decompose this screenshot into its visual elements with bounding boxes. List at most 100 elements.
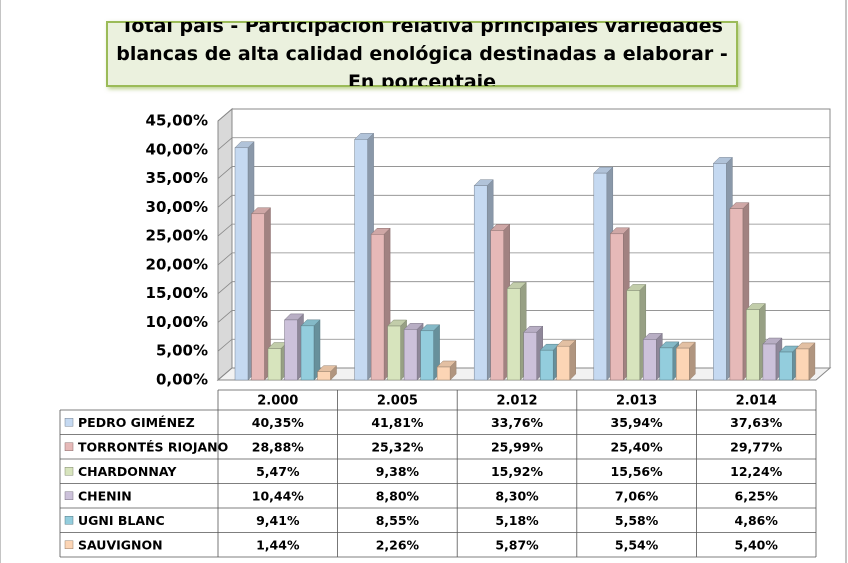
bar-front [300, 325, 315, 381]
value-label: 37,63% [730, 415, 783, 430]
legend-swatch [64, 540, 74, 549]
value-label: 15,56% [611, 464, 664, 479]
value-label: 10,44% [252, 488, 305, 503]
bar [778, 345, 800, 381]
bar-front [251, 213, 265, 381]
grid-line [217, 166, 830, 179]
grid-line [217, 223, 830, 237]
bar-front [370, 234, 385, 381]
grid-line [217, 281, 830, 294]
bar-front [387, 325, 401, 381]
value-label: 25,99% [491, 439, 544, 454]
bar [556, 339, 577, 381]
bar-side [569, 339, 576, 381]
bar [506, 281, 527, 381]
value-label: 29,77% [730, 439, 783, 454]
grid-line [217, 108, 830, 122]
value-label: 41,81% [371, 415, 424, 430]
bar-front [490, 230, 504, 381]
value-label: 15,92% [491, 464, 544, 479]
bar-front [779, 351, 793, 381]
value-label: 5,47% [256, 464, 300, 479]
value-label: 7,06% [615, 488, 659, 503]
bar-front [403, 329, 418, 381]
bar-front [436, 366, 451, 381]
value-label: 40,35% [252, 415, 305, 430]
y-tick-label: 30,00% [146, 198, 208, 216]
legend-label: TORRONTÉS RIOJANO [78, 439, 228, 454]
value-label: 12,24% [730, 464, 783, 479]
bar [283, 313, 305, 381]
value-label: 9,41% [256, 513, 300, 528]
x-tick-label: 2.000 [257, 394, 298, 409]
bar-front [420, 330, 434, 381]
y-tick-label: 0,00% [156, 371, 208, 389]
bar-front [762, 343, 777, 381]
bar-front [593, 172, 608, 381]
bar [490, 223, 511, 381]
bar-front [506, 288, 521, 381]
legend-swatch [64, 418, 74, 427]
grid-line [217, 194, 830, 208]
value-label: 5,87% [495, 537, 539, 552]
bar [659, 341, 680, 381]
value-label: 4,86% [735, 513, 779, 528]
value-label: 6,25% [735, 488, 779, 503]
bar [523, 325, 544, 381]
bar-front [556, 345, 570, 381]
bar-front [539, 349, 554, 381]
value-label: 8,80% [376, 488, 420, 503]
y-tick-label: 20,00% [146, 255, 208, 273]
value-label: 2,26% [376, 537, 420, 552]
value-label: 25,32% [371, 439, 424, 454]
legend-label: CHARDONNAY [78, 464, 177, 479]
value-label: 5,18% [495, 513, 539, 528]
bar-front [729, 208, 744, 381]
bar-front [795, 348, 810, 381]
bar [316, 365, 338, 381]
bar-front [610, 233, 624, 381]
bar [675, 341, 696, 381]
bar [539, 343, 560, 381]
bar-front [746, 309, 760, 381]
value-label: 25,40% [611, 439, 664, 454]
side-wall [217, 107, 233, 382]
title-wrap: Total pais - Participación relativa prin… [116, 22, 728, 86]
value-label: 5,58% [615, 513, 659, 528]
bar-front [713, 163, 727, 381]
bar [300, 319, 321, 381]
x-tick-label: 2.005 [377, 394, 418, 409]
bar-front [659, 347, 674, 381]
bar-front [643, 339, 657, 381]
x-tick-label: 2.012 [496, 394, 537, 409]
y-tick-label: 25,00% [146, 227, 208, 245]
bar [762, 337, 783, 381]
bar [473, 179, 494, 381]
value-label: 33,76% [491, 415, 544, 430]
y-tick-label: 45,00% [146, 112, 208, 130]
bar-front [354, 139, 368, 381]
legend-swatch [64, 442, 74, 451]
bar [353, 132, 375, 381]
value-label: 5,54% [615, 537, 659, 552]
legend-swatch [64, 491, 74, 500]
bar-front [473, 185, 488, 381]
grid-line [217, 252, 830, 266]
grid-line [217, 137, 830, 151]
x-tick-label: 2.014 [736, 394, 777, 409]
bar [234, 141, 255, 381]
legend-swatch [64, 467, 74, 476]
bar [795, 342, 816, 381]
bar [642, 332, 663, 381]
bar [609, 227, 630, 381]
bar [745, 302, 767, 381]
bar [267, 341, 288, 381]
value-label: 8,55% [376, 513, 420, 528]
value-label: 1,44% [256, 537, 300, 552]
value-label: 8,30% [495, 488, 539, 503]
bar [386, 319, 408, 381]
chart-title: Total pais - Participación relativa prin… [116, 22, 728, 86]
title-box [106, 21, 738, 87]
